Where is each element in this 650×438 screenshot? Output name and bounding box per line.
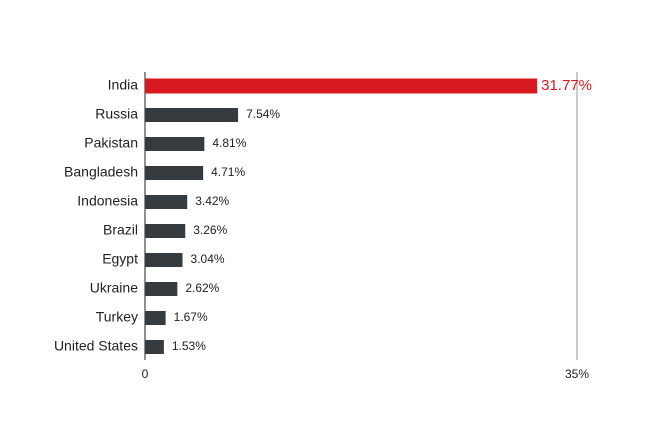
bar: [145, 78, 538, 94]
y-tick-label: United States: [54, 338, 138, 354]
bar: [145, 137, 205, 151]
value-label: 1.53%: [172, 339, 206, 353]
y-tick-label: Russia: [95, 106, 138, 122]
value-label: 3.04%: [191, 252, 225, 266]
bar: [145, 253, 183, 267]
y-tick-label: Brazil: [103, 222, 138, 238]
x-tick-label: 0: [142, 367, 149, 381]
bar: [145, 166, 204, 180]
value-label: 1.67%: [174, 310, 208, 324]
value-label: 2.62%: [185, 281, 219, 295]
y-tick-label: Indonesia: [77, 193, 138, 209]
y-tick-label: Ukraine: [90, 280, 138, 296]
value-label: 3.26%: [193, 223, 227, 237]
bar: [145, 340, 164, 354]
bar: [145, 108, 239, 122]
value-label: 4.71%: [211, 165, 245, 179]
bar: [145, 311, 166, 325]
value-label: 7.54%: [246, 107, 280, 121]
y-tick-label: Pakistan: [84, 135, 138, 151]
value-label: 31.77%: [541, 77, 592, 94]
bar: [145, 224, 186, 238]
y-tick-label: India: [108, 77, 139, 93]
value-label: 4.81%: [212, 136, 246, 150]
bar: [145, 195, 188, 209]
x-tick-label: 35%: [565, 367, 589, 381]
y-tick-label: Bangladesh: [64, 164, 138, 180]
value-label: 3.42%: [195, 194, 229, 208]
bar: [145, 282, 178, 296]
y-tick-label: Turkey: [96, 309, 138, 325]
y-tick-label: Egypt: [102, 251, 138, 267]
